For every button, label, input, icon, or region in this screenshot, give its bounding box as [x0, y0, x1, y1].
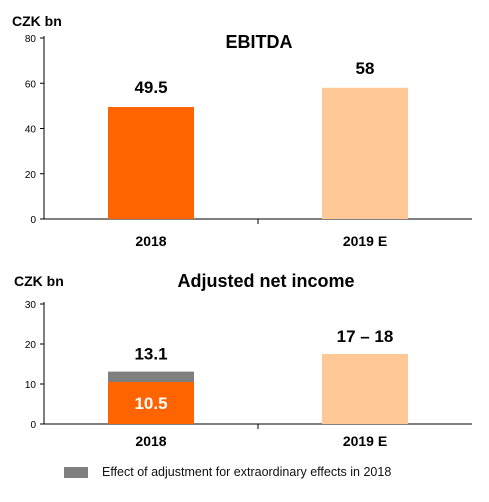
data-label: 49.5 — [134, 78, 167, 97]
data-label: 17 – 18 — [337, 327, 394, 346]
x-tick-label: 2019 E — [343, 433, 387, 449]
ebitda-chart: CZK bn EBITDA 0 20 40 60 80 49.5 2018 58 2019 E — [12, 13, 472, 249]
y-tick-label: 0 — [30, 420, 36, 431]
y-tick-label: 30 — [25, 300, 37, 311]
data-label: 58 — [356, 59, 375, 78]
y-tick-label: 20 — [25, 170, 37, 181]
legend-label: Effect of adjustment for extraordinary e… — [102, 465, 392, 479]
y-tick-label: 10 — [25, 380, 37, 391]
chart-1-ylabel: CZK bn — [12, 13, 62, 29]
legend-swatch — [64, 467, 88, 478]
bar — [108, 107, 194, 219]
y-tick-label: 0 — [30, 215, 36, 226]
y-tick-label: 20 — [25, 340, 37, 351]
x-tick-label: 2018 — [135, 433, 166, 449]
data-label: 13.1 — [134, 345, 167, 364]
chart-2-ylabel: CZK bn — [14, 273, 64, 289]
inner-data-label: 10.5 — [134, 394, 167, 413]
bar — [322, 87, 408, 220]
bar — [322, 354, 408, 424]
bar — [108, 382, 194, 424]
adjustment-bar-segment — [108, 371, 194, 382]
x-tick-label: 2018 — [135, 233, 166, 249]
x-tick-label: 2019 E — [343, 233, 387, 249]
y-tick-label: 80 — [25, 34, 37, 45]
y-tick-label: 40 — [25, 125, 37, 136]
y-tick-label: 60 — [25, 79, 37, 90]
chart-1-title: EBITDA — [226, 32, 293, 52]
chart-2-title: Adjusted net income — [177, 271, 354, 291]
adjusted-net-income-chart: CZK bn Adjusted net income 0 10 20 30 10.5 13… — [14, 271, 472, 449]
